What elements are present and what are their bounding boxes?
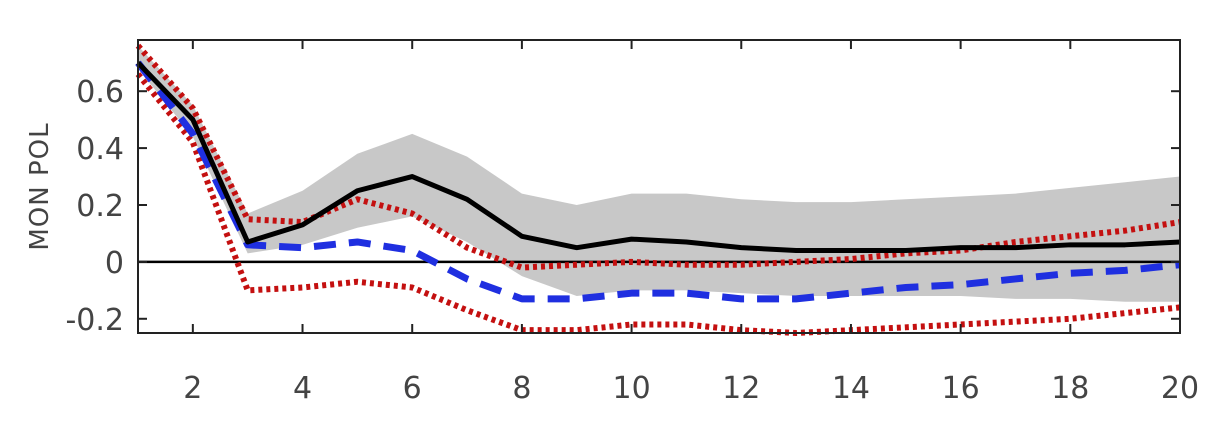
x-tick-label: 4 [293,371,312,406]
series-line-dashed [135,60,1181,303]
x-tick-label: 2 [183,371,202,406]
x-tick-label: 12 [722,371,760,406]
y-axis-ticks: -0.2 0 0.2 0.4 0.6 [65,75,1180,338]
y-tick-label: 0.6 [76,75,124,110]
y-axis-label: MON POL [25,122,55,250]
series-layer [135,43,1181,336]
x-tick-label: 20 [1161,371,1199,406]
y-tick-label: -0.2 [65,303,124,338]
confidence-band-layer [138,45,1180,302]
x-tick-label: 10 [612,371,650,406]
y-tick-label: 0 [105,246,124,281]
y-tick-label: 0.4 [76,132,124,167]
x-tick-label: 8 [512,371,531,406]
series-line-dotted-upper [135,43,1181,271]
x-tick-label: 18 [1051,371,1089,406]
series-line-dotted-lower [135,72,1181,336]
series-line-solid [136,61,1181,254]
plot-frame [137,39,1181,334]
x-tick-label: 14 [832,371,870,406]
confidence-band [138,45,1180,302]
x-tick-label: 16 [942,371,980,406]
x-axis-ticks: 2 4 6 8 10 12 14 16 18 20 [183,40,1199,406]
y-tick-label: 0.2 [76,189,124,224]
x-tick-label: 6 [403,371,422,406]
